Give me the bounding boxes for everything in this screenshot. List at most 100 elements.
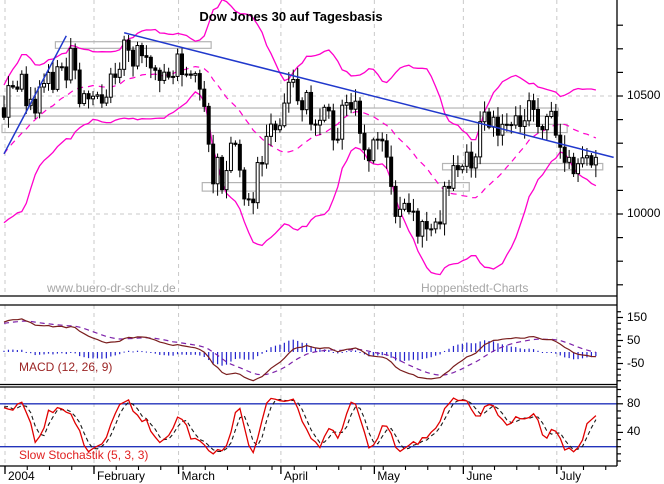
candlestick: [562, 146, 567, 163]
macd-histogram-bar: [65, 352, 67, 355]
price-axis-label: 10000: [627, 206, 661, 220]
macd-histogram-bar: [141, 351, 143, 353]
macd-histogram-bar: [346, 351, 348, 353]
macd-histogram-bar: [390, 352, 392, 358]
watermark-right: Hoppenstedt-Charts: [421, 281, 529, 295]
stochastic-axis-label: 80: [627, 395, 641, 410]
macd-histogram-bar: [568, 352, 570, 359]
candlestick: [269, 123, 273, 137]
macd-histogram-bar: [430, 352, 432, 358]
macd-histogram-bar: [74, 352, 76, 354]
candlestick: [366, 149, 371, 162]
macd-histogram-bar: [475, 343, 477, 352]
macd-histogram-bar: [479, 341, 481, 352]
macd-histogram-bar: [7, 349, 10, 352]
trendline: [3, 35, 67, 155]
macd-histogram-bar: [21, 349, 23, 352]
macd-histogram-bar: [595, 352, 597, 357]
candlestick: [469, 151, 474, 169]
macd-histogram-bar: [310, 346, 312, 352]
candlestick: [371, 139, 376, 162]
macd-histogram-bar: [25, 351, 27, 353]
macd-line: [3, 318, 596, 382]
macd-histogram-bar: [199, 352, 201, 356]
candlestick: [300, 100, 305, 111]
candlestick: [553, 110, 558, 136]
candlestick: [2, 107, 6, 118]
macd-histogram-bar: [79, 352, 81, 357]
candlestick: [277, 125, 282, 131]
candlestick: [264, 135, 269, 165]
candlestick: [175, 53, 180, 77]
month-label: 2004: [8, 469, 35, 483]
candlestick: [19, 73, 24, 90]
macd-histogram-bar: [87, 352, 90, 359]
macd-histogram-bar: [3, 350, 5, 352]
macd-histogram-bar: [96, 352, 99, 359]
macd-histogram-bar: [56, 352, 58, 354]
macd-histogram-bar: [150, 352, 152, 353]
candlestick: [384, 140, 389, 158]
macd-histogram-bar: [70, 352, 72, 353]
macd-histogram-bar: [537, 350, 539, 352]
candlestick: [242, 169, 247, 200]
macd-indicator-label: MACD (12, 26, 9): [19, 360, 113, 374]
macd-histogram-bar: [243, 352, 245, 360]
macd-histogram-bar: [12, 349, 14, 352]
bollinger-middle-band: [3, 65, 597, 199]
macd-histogram-bar: [337, 352, 339, 354]
candlestick: [593, 156, 598, 166]
macd-histogram-bar: [288, 340, 290, 352]
candlestick: [228, 142, 233, 172]
candlestick: [15, 86, 20, 90]
candlestick: [148, 56, 153, 69]
watermark-left: www.buero-dr-schulz.de: [47, 281, 176, 295]
candlestick: [380, 138, 385, 142]
macd-histogram-bar: [136, 350, 139, 352]
macd-histogram-bar: [279, 344, 281, 352]
candlestick: [326, 106, 331, 112]
macd-histogram-bar: [564, 352, 566, 358]
macd-histogram-bar: [466, 342, 468, 352]
macd-histogram-bar: [123, 351, 125, 353]
stochastic-k-line: [3, 397, 597, 455]
macd-histogram-bar: [230, 352, 232, 362]
macd-histogram-bar: [417, 352, 419, 361]
candlestick: [233, 142, 238, 145]
candlestick: [393, 185, 398, 217]
candlestick: [193, 73, 198, 76]
candlestick: [157, 69, 162, 81]
macd-histogram-bar: [332, 352, 334, 353]
candlestick: [6, 85, 11, 118]
candlestick: [482, 111, 487, 123]
macd-histogram-bar: [145, 351, 147, 353]
candlestick: [531, 100, 536, 110]
candlestick: [77, 69, 82, 105]
candlestick: [344, 102, 349, 106]
candlestick: [184, 73, 189, 76]
candlestick: [473, 156, 478, 169]
candlestick: [589, 155, 594, 166]
candlestick: [139, 44, 144, 57]
candlestick: [447, 185, 451, 189]
candlestick: [429, 228, 434, 231]
candlestick: [206, 105, 211, 145]
candlestick: [358, 100, 362, 134]
month-label: July: [559, 469, 582, 483]
candlestick: [91, 95, 95, 100]
candlestick: [24, 73, 29, 107]
macd-histogram-bar: [168, 352, 170, 356]
macd-histogram-bar: [306, 343, 308, 352]
macd-signal-line: [3, 320, 597, 376]
candlestick: [99, 94, 104, 104]
candlestick: [389, 156, 394, 187]
candlestick: [527, 100, 532, 122]
macd-histogram-bar: [47, 352, 50, 354]
candlestick: [455, 165, 460, 171]
macd-histogram-bar: [328, 349, 330, 352]
macd-histogram-bar: [114, 352, 116, 356]
candlestick: [286, 81, 291, 104]
macd-histogram-bar: [354, 350, 357, 352]
macd-histogram-bar: [39, 352, 41, 355]
